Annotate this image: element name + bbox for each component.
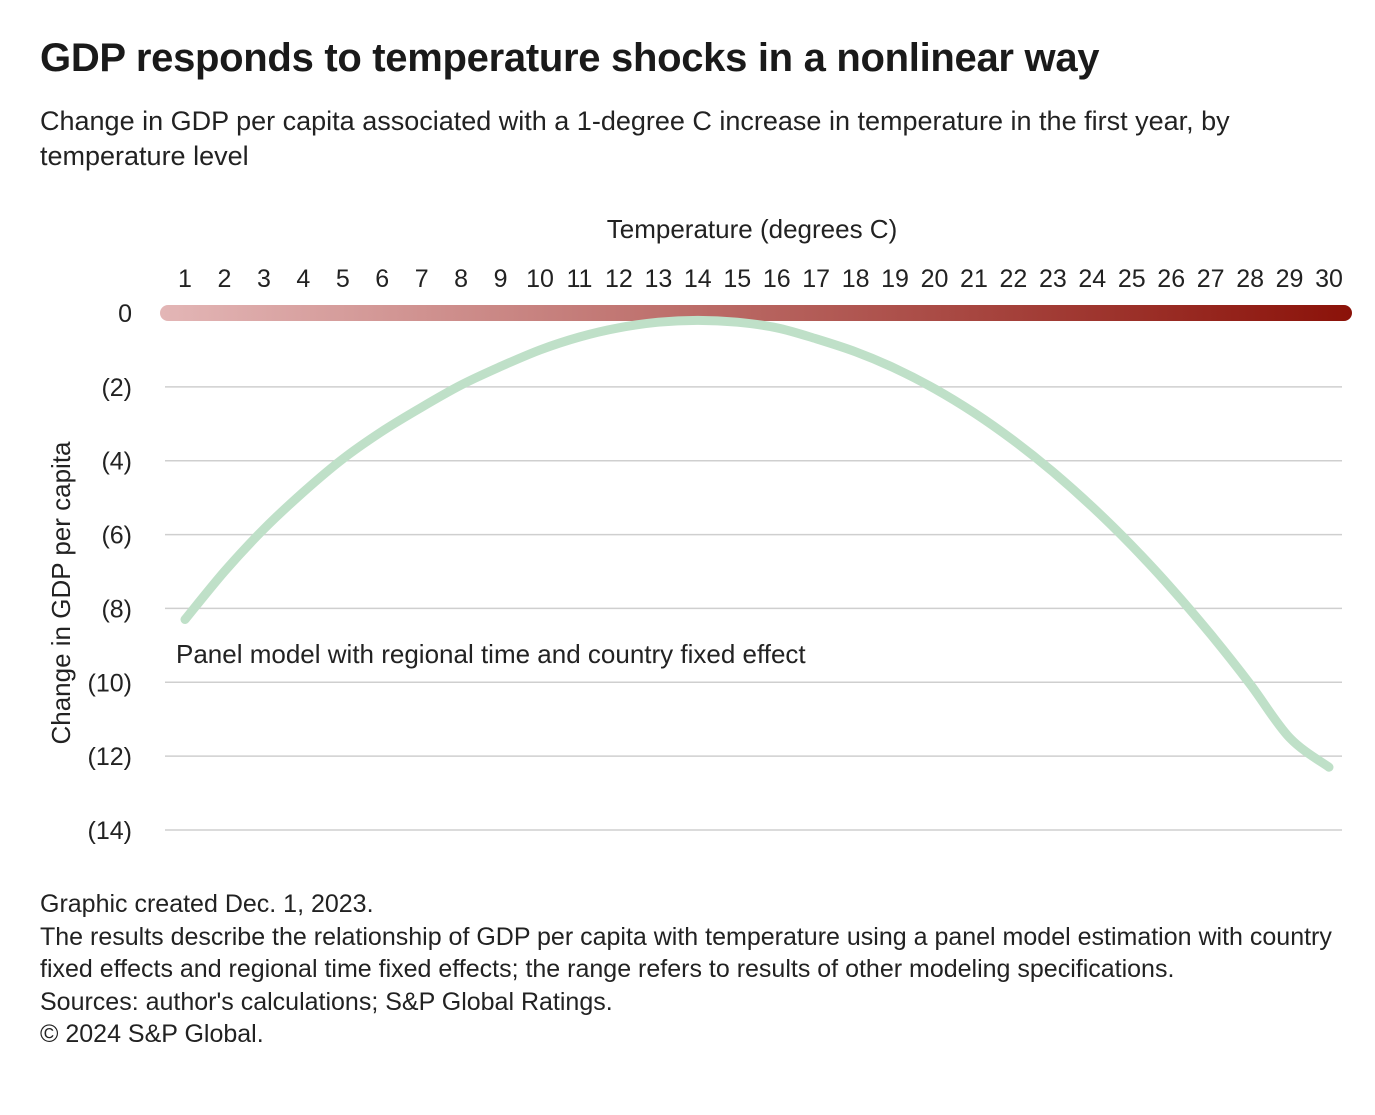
series-label: Panel model with regional time and count…: [176, 639, 806, 669]
y-tick-label: (12): [88, 743, 132, 771]
x-axis-title: Temperature (degrees C): [607, 214, 897, 244]
x-tick-label: 20: [921, 265, 949, 293]
x-tick-label: 22: [1000, 265, 1028, 293]
x-tick-label: 23: [1039, 265, 1067, 293]
x-tick-label: 16: [763, 265, 791, 293]
x-tick-label: 27: [1197, 265, 1225, 293]
x-tick-label: 26: [1157, 265, 1185, 293]
x-tick-label: 15: [723, 265, 751, 293]
series-line-panel-model: [180, 315, 1334, 772]
x-tick-label: 30: [1315, 265, 1343, 293]
x-tick-label: 19: [881, 265, 909, 293]
x-tick-label: 18: [842, 265, 870, 293]
y-tick-label: (14): [88, 817, 132, 845]
y-tick-label: (6): [101, 522, 132, 550]
x-tick-label: 28: [1236, 265, 1264, 293]
x-axis-ticks: 1 2 3 4 5 6 7 8 9 10 11 12 13 14 15 16 17 18 19 20 21 22 23 24 2…: [178, 265, 1343, 293]
y-axis-title: Change in GDP per capita: [46, 441, 76, 745]
gridlines: [165, 386, 1342, 831]
x-tick-label: 4: [296, 265, 310, 293]
x-tick-label: 21: [960, 265, 988, 293]
line-chart: Temperature (degrees C) 1 2 3 4 5 6 7 8 9 10 11 12 1…: [46, 214, 1352, 845]
x-tick-label: 24: [1078, 265, 1106, 293]
chart-subtitle: Change in GDP per capita associated with…: [40, 106, 1230, 171]
x-tick-label: 29: [1276, 265, 1304, 293]
x-tick-label: 7: [415, 265, 429, 293]
x-tick-label: 14: [684, 265, 712, 293]
copyright-note: © 2024 S&P Global.: [40, 1020, 264, 1048]
x-tick-label: 5: [336, 265, 350, 293]
x-tick-label: 3: [257, 265, 271, 293]
x-tick-label: 6: [375, 265, 389, 293]
chart-title: GDP responds to temperature shocks in a …: [40, 36, 1100, 80]
temperature-scale-bar: [160, 305, 1352, 321]
chart-footer: Graphic created Dec. 1, 2023. The result…: [40, 888, 1350, 1051]
x-tick-label: 13: [644, 265, 672, 293]
x-tick-label: 12: [605, 265, 633, 293]
x-tick-label: 10: [526, 265, 554, 293]
x-tick-label: 11: [567, 265, 593, 293]
created-note: Graphic created Dec. 1, 2023.: [40, 890, 374, 918]
y-axis-ticks: 0 (2) (4) (6) (8) (10) (12) (14): [88, 300, 132, 845]
x-tick-label: 1: [178, 265, 192, 293]
methodology-note: The results describe the relationship of…: [40, 922, 1332, 984]
x-tick-label: 9: [494, 265, 508, 293]
y-tick-label: 0: [118, 300, 132, 328]
y-tick-label: (10): [88, 669, 132, 697]
x-tick-label: 25: [1118, 265, 1146, 293]
x-tick-label: 8: [454, 265, 468, 293]
y-tick-label: (2): [101, 374, 132, 402]
x-tick-label: 2: [217, 265, 231, 293]
x-tick-label: 17: [802, 265, 830, 293]
sources-note: Sources: author's calculations; S&P Glob…: [40, 987, 613, 1016]
y-tick-label: (4): [101, 448, 132, 476]
y-tick-label: (8): [101, 595, 132, 623]
